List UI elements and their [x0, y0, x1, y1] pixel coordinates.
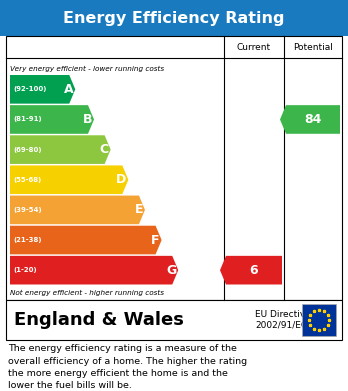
Bar	[6, 300, 342, 340]
Text: (81-91): (81-91)	[13, 117, 42, 122]
Text: 6: 6	[250, 264, 258, 277]
Text: Energy Efficiency Rating: Energy Efficiency Rating	[63, 11, 285, 25]
Text: (55-68): (55-68)	[13, 177, 41, 183]
Bar	[6, 36, 342, 300]
Polygon shape	[10, 196, 145, 224]
Text: F: F	[151, 233, 160, 247]
Text: C: C	[100, 143, 109, 156]
Text: (39-54): (39-54)	[13, 207, 42, 213]
Text: England & Wales: England & Wales	[14, 311, 184, 329]
Polygon shape	[10, 226, 161, 255]
Text: (21-38): (21-38)	[13, 237, 41, 243]
Text: Not energy efficient - higher running costs: Not energy efficient - higher running co…	[10, 290, 164, 296]
Polygon shape	[220, 256, 282, 285]
Text: (69-80): (69-80)	[13, 147, 41, 152]
Polygon shape	[10, 165, 128, 194]
Text: (1-20): (1-20)	[13, 267, 37, 273]
Polygon shape	[10, 105, 94, 134]
Text: Potential: Potential	[293, 43, 333, 52]
Text: Very energy efficient - lower running costs: Very energy efficient - lower running co…	[10, 66, 164, 72]
Bar	[0, 0, 348, 36]
Polygon shape	[10, 256, 178, 285]
Polygon shape	[10, 135, 111, 164]
Polygon shape	[10, 75, 75, 104]
Text: B: B	[82, 113, 92, 126]
Text: 84: 84	[304, 113, 322, 126]
Bar	[302, 304, 336, 336]
Text: Current: Current	[237, 43, 271, 52]
Text: EU Directive: EU Directive	[255, 310, 311, 319]
Text: (92-100): (92-100)	[13, 86, 46, 92]
Polygon shape	[280, 105, 340, 134]
Text: The energy efficiency rating is a measure of the
overall efficiency of a home. T: The energy efficiency rating is a measur…	[8, 344, 247, 391]
Text: E: E	[134, 203, 143, 216]
Text: G: G	[166, 264, 176, 277]
Text: D: D	[116, 173, 126, 186]
Text: A: A	[64, 83, 73, 96]
Text: 2002/91/EC: 2002/91/EC	[255, 320, 307, 329]
